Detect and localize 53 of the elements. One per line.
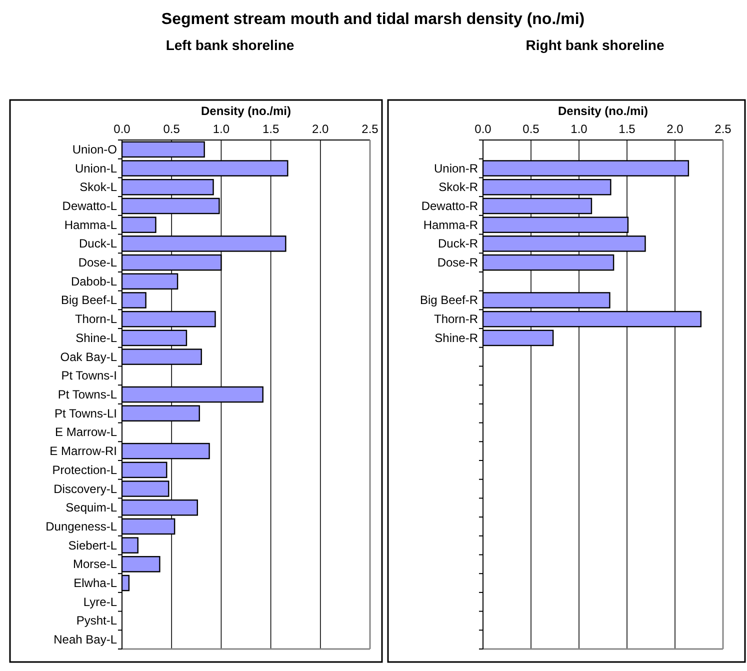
y-tick-label: Pt Towns-I (61, 368, 117, 383)
y-tick-label: Shine-L (76, 330, 118, 345)
y-tick-label: Dabob-L (70, 274, 118, 288)
y-tick-label: Skok-L (80, 180, 118, 194)
y-tick-label: Sequim-L (66, 500, 118, 515)
y-tick-label: Hamma-L (64, 218, 118, 232)
chart-subtitle: Left bank shoreline (166, 37, 294, 53)
x-tick-label: 0.5 (522, 122, 540, 136)
y-tick-label: Elwha-L (74, 576, 118, 590)
y-tick-label: Pt Towns-LI (54, 406, 117, 420)
y-tick-label: Union-R (434, 161, 478, 176)
y-tick-label: E Marrow-L (54, 425, 118, 440)
x-tick-label: 1.0 (570, 122, 588, 136)
y-tick-label: Dose-R (437, 256, 478, 270)
y-tick-label: Dungeness-L (46, 519, 118, 534)
x-tick-label: 0.0 (474, 122, 492, 136)
x-tick-label: 1.0 (212, 122, 230, 136)
y-tick-label: Thorn-L (74, 312, 118, 326)
x-tick-label: 0.0 (114, 122, 131, 136)
y-tick-label: Morse-L (72, 557, 118, 572)
y-tick-label: Oak Bay-L (60, 350, 118, 364)
y-tick-label: E Marrow-RI (50, 444, 117, 458)
y-tick-label: Pt Towns-L (58, 388, 118, 402)
y-tick-label: Dewatto-L (62, 198, 118, 213)
y-tick-label: Union-L (74, 161, 118, 176)
y-tick-label: Hamma-R (423, 218, 478, 232)
y-tick-label: Skok-R (438, 180, 478, 194)
x-tick-label: 0.5 (163, 122, 180, 136)
x-axis-title: Density (no./mi) (200, 104, 292, 118)
y-tick-label: Dose-L (78, 256, 118, 270)
y-tick-label: Discovery-L (54, 482, 118, 496)
x-tick-label: 2.0 (312, 122, 330, 136)
x-tick-label: 1.5 (262, 122, 280, 136)
y-tick-label: Duck-L (78, 236, 118, 251)
y-tick-label: Protection-L (52, 462, 118, 477)
x-tick-label: 2.5 (714, 122, 732, 136)
x-tick-label: 2.5 (362, 122, 379, 136)
y-tick-label: Lyre-L (83, 594, 118, 609)
y-tick-label: Big Beef-L (60, 293, 118, 308)
y-tick-label: Union-O (72, 142, 117, 156)
y-tick-label: Dewatto-R (421, 198, 478, 213)
y-tick-label: Big Beef-R (420, 293, 478, 308)
y-tick-label: Neah Bay-L (54, 632, 118, 647)
x-tick-label: 2.0 (666, 122, 684, 136)
x-axis-title: Density (no./mi) (558, 104, 648, 118)
chart-title: Segment stream mouth and tidal marsh density (no./mi) (161, 11, 585, 28)
y-tick-label: Thorn-R (434, 312, 478, 326)
y-tick-label: Pysht-L (76, 614, 118, 628)
y-tick-label: Shine-R (434, 330, 478, 345)
x-tick-label: 1.5 (618, 122, 636, 136)
y-tick-label: Duck-R (438, 236, 478, 251)
y-tick-label: Siebert-L (68, 538, 118, 552)
chart-subtitle: Right bank shoreline (526, 37, 664, 53)
